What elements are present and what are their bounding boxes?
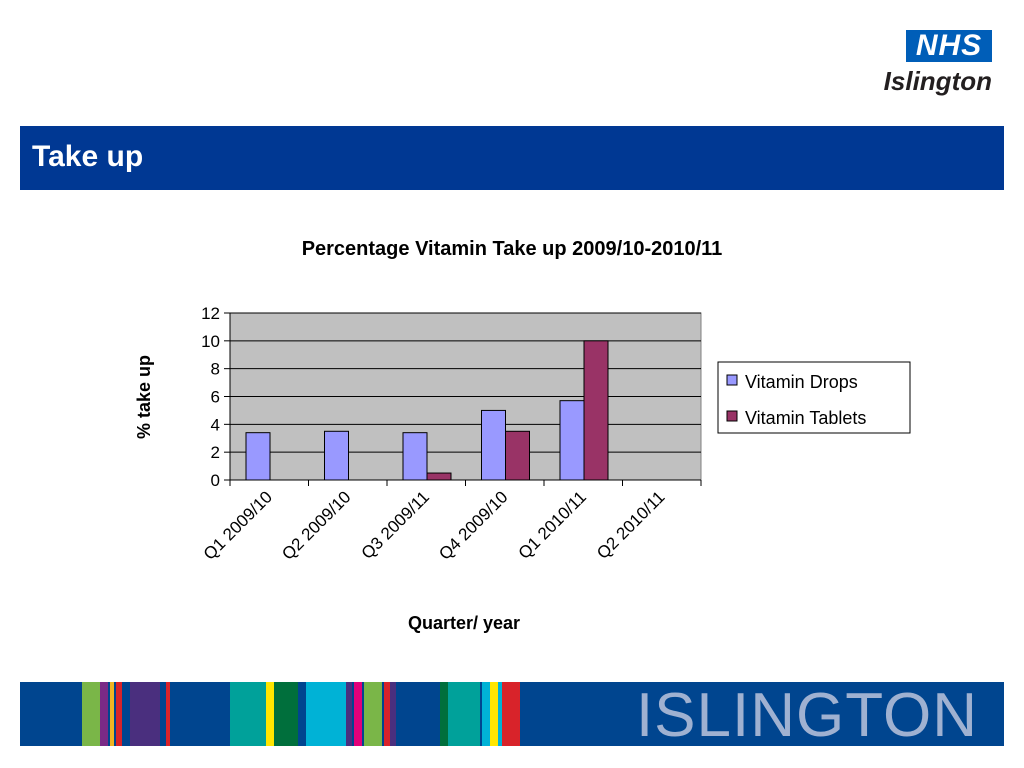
footer-stripe	[166, 682, 170, 746]
bar-vitamin-drops-4	[560, 401, 584, 480]
footer-stripe	[502, 682, 520, 746]
footer-stripe	[490, 682, 498, 746]
footer-wordmark: ISLINGTON	[636, 684, 978, 746]
footer-stripe	[354, 682, 362, 746]
x-axis-label: Quarter/ year	[408, 613, 520, 633]
x-axis-ticks: Q1 2009/10 Q2 2009/10 Q3 2009/11 Q4 2009/10…	[200, 480, 701, 564]
x-tick-label: Q2 2010/11	[593, 487, 668, 562]
y-tick-label: 8	[211, 360, 220, 379]
footer-stripe	[346, 682, 352, 746]
footer-stripe	[448, 682, 480, 746]
x-tick-label: Q3 2009/11	[358, 487, 433, 562]
y-tick-label: 2	[211, 443, 220, 462]
footer-banner: ISLINGTON	[20, 682, 1004, 746]
x-tick-label: Q1 2010/11	[515, 487, 590, 562]
footer-stripe	[116, 682, 122, 746]
vitamin-take-up-chart: Percentage Vitamin Take up 2009/10-2010/…	[0, 0, 1024, 680]
legend: Vitamin Drops Vitamin Tablets	[718, 362, 910, 433]
footer-stripe	[384, 682, 390, 746]
bar-vitamin-tablets-3	[506, 431, 530, 480]
footer-stripe	[266, 682, 274, 746]
bar-vitamin-tablets-4	[584, 341, 608, 480]
bar-vitamin-drops-2	[403, 433, 427, 480]
x-tick-label: Q4 2009/10	[435, 487, 511, 563]
bar-vitamin-drops-3	[482, 410, 506, 480]
y-tick-label: 12	[201, 304, 220, 323]
y-tick-label: 4	[211, 415, 220, 434]
footer-stripe	[82, 682, 100, 746]
x-tick-label: Q2 2009/10	[278, 487, 354, 563]
bar-vitamin-drops-0	[246, 433, 270, 480]
footer-stripe	[364, 682, 382, 746]
footer-stripe	[100, 682, 108, 746]
footer-stripe	[440, 682, 448, 746]
legend-swatch-vitamin-drops	[727, 375, 737, 385]
footer-stripe	[306, 682, 352, 746]
x-tick-label: Q1 2009/10	[200, 487, 276, 563]
footer-stripe	[110, 682, 114, 746]
y-tick-label: 0	[211, 471, 220, 490]
footer-stripe	[390, 682, 396, 746]
y-axis-label: % take up	[134, 355, 154, 439]
footer-stripe	[274, 682, 298, 746]
footer-stripe	[130, 682, 160, 746]
chart-title: Percentage Vitamin Take up 2009/10-2010/…	[302, 238, 723, 260]
footer-stripe	[230, 682, 266, 746]
y-tick-label: 6	[211, 388, 220, 407]
y-tick-label: 10	[201, 332, 220, 351]
legend-label-vitamin-drops: Vitamin Drops	[745, 372, 858, 392]
bar-vitamin-tablets-2	[427, 473, 451, 480]
legend-swatch-vitamin-tablets	[727, 411, 737, 421]
bar-vitamin-drops-1	[325, 431, 349, 480]
legend-label-vitamin-tablets: Vitamin Tablets	[745, 408, 866, 428]
y-axis-ticks: 0 2 4 6 8 10 12	[201, 304, 230, 490]
